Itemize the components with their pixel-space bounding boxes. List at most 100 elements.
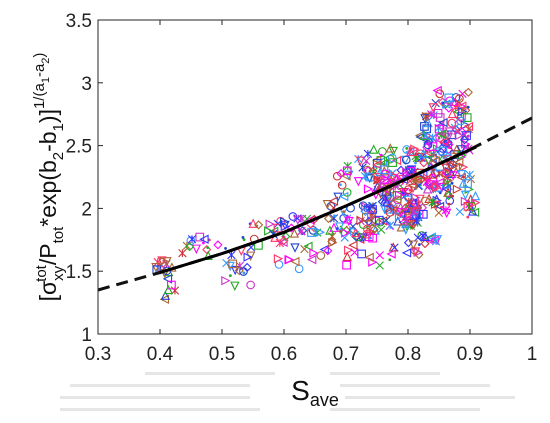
data-point (234, 266, 244, 276)
data-point (448, 161, 459, 171)
data-point (298, 226, 308, 236)
y-label-sup: -a (31, 63, 48, 77)
data-point (394, 211, 405, 221)
data-point (178, 248, 187, 258)
data-point (411, 203, 420, 213)
data-point (469, 207, 480, 218)
data-point (410, 144, 420, 154)
data-point (420, 239, 430, 249)
data-point (410, 247, 421, 257)
data-point (289, 228, 300, 238)
data-point (230, 281, 240, 291)
data-point (402, 206, 412, 216)
data-point (162, 257, 172, 267)
data-point (408, 240, 419, 250)
data-point (366, 218, 377, 228)
y-label-sub: 2 (50, 152, 67, 160)
data-point (423, 177, 426, 180)
data-point (334, 222, 345, 232)
data-point (207, 238, 211, 242)
data-point (456, 169, 467, 180)
data-point (280, 220, 290, 231)
data-point (417, 243, 421, 246)
data-point (185, 242, 195, 252)
data-point (281, 231, 291, 242)
data-point (438, 191, 442, 195)
data-point (368, 144, 379, 154)
y-axis-label: [σxytot/Ptot*exp(b2-b1)]1/(a1-a2) (31, 53, 67, 302)
data-point (401, 155, 411, 165)
y-label-sub: 1 (50, 123, 67, 131)
x-tick-label: 0.4 (147, 344, 174, 365)
data-point (441, 105, 445, 109)
data-point (401, 225, 411, 235)
data-point (341, 228, 351, 238)
y-label-part: /P (35, 243, 61, 265)
data-point (375, 261, 384, 270)
data-point (430, 199, 441, 209)
data-point (374, 215, 384, 225)
data-point (379, 165, 389, 175)
data-point (323, 246, 333, 256)
data-point (279, 235, 289, 246)
data-point (451, 103, 460, 112)
data-point (363, 184, 374, 194)
data-point (372, 160, 382, 170)
data-point (342, 166, 352, 176)
data-point (385, 221, 395, 230)
data-point (202, 245, 212, 255)
y-label-sup: tot (33, 264, 50, 282)
data-point (453, 164, 464, 174)
data-point (248, 218, 258, 228)
data-point (404, 185, 413, 194)
data-point (419, 158, 429, 168)
data-point (228, 259, 238, 269)
data-point (414, 161, 417, 165)
faint-text-line (330, 372, 440, 375)
data-point (309, 248, 319, 258)
data-point (381, 197, 392, 207)
data-point (466, 105, 470, 109)
data-point (350, 227, 361, 238)
faint-text-line (340, 384, 490, 387)
data-point (423, 173, 432, 182)
data-point (444, 191, 454, 201)
data-point (451, 144, 462, 154)
data-point (254, 220, 264, 230)
data-point (466, 134, 470, 138)
data-point (443, 176, 454, 186)
data-point (439, 136, 449, 147)
data-point (423, 156, 434, 166)
data-point (428, 171, 439, 182)
data-point (445, 161, 456, 171)
y-label-part: -b (35, 131, 61, 151)
data-point (431, 237, 441, 246)
data-point (294, 264, 304, 274)
data-point (388, 258, 392, 262)
data-point (362, 229, 372, 239)
data-point (393, 216, 403, 226)
data-point (383, 175, 393, 185)
y-label-part: )] (35, 109, 61, 123)
data-point (160, 290, 171, 300)
data-point (365, 160, 368, 164)
x-axis-label-sub: ave (310, 390, 339, 410)
data-point (418, 209, 428, 219)
faint-text-line (60, 396, 250, 399)
data-point (428, 198, 437, 207)
data-point (338, 191, 349, 202)
data-point (350, 226, 360, 237)
data-point (432, 168, 435, 172)
y-label-part: [σ (35, 281, 61, 302)
data-point (344, 245, 354, 255)
x-axis-label: Save (291, 375, 339, 410)
data-point (224, 247, 227, 250)
data-point (353, 177, 364, 187)
data-point (458, 162, 469, 172)
data-point (414, 198, 418, 202)
data-point (361, 212, 371, 222)
x-tick-label: 0.5 (209, 344, 235, 365)
data-point (450, 181, 454, 185)
data-point (374, 174, 384, 184)
